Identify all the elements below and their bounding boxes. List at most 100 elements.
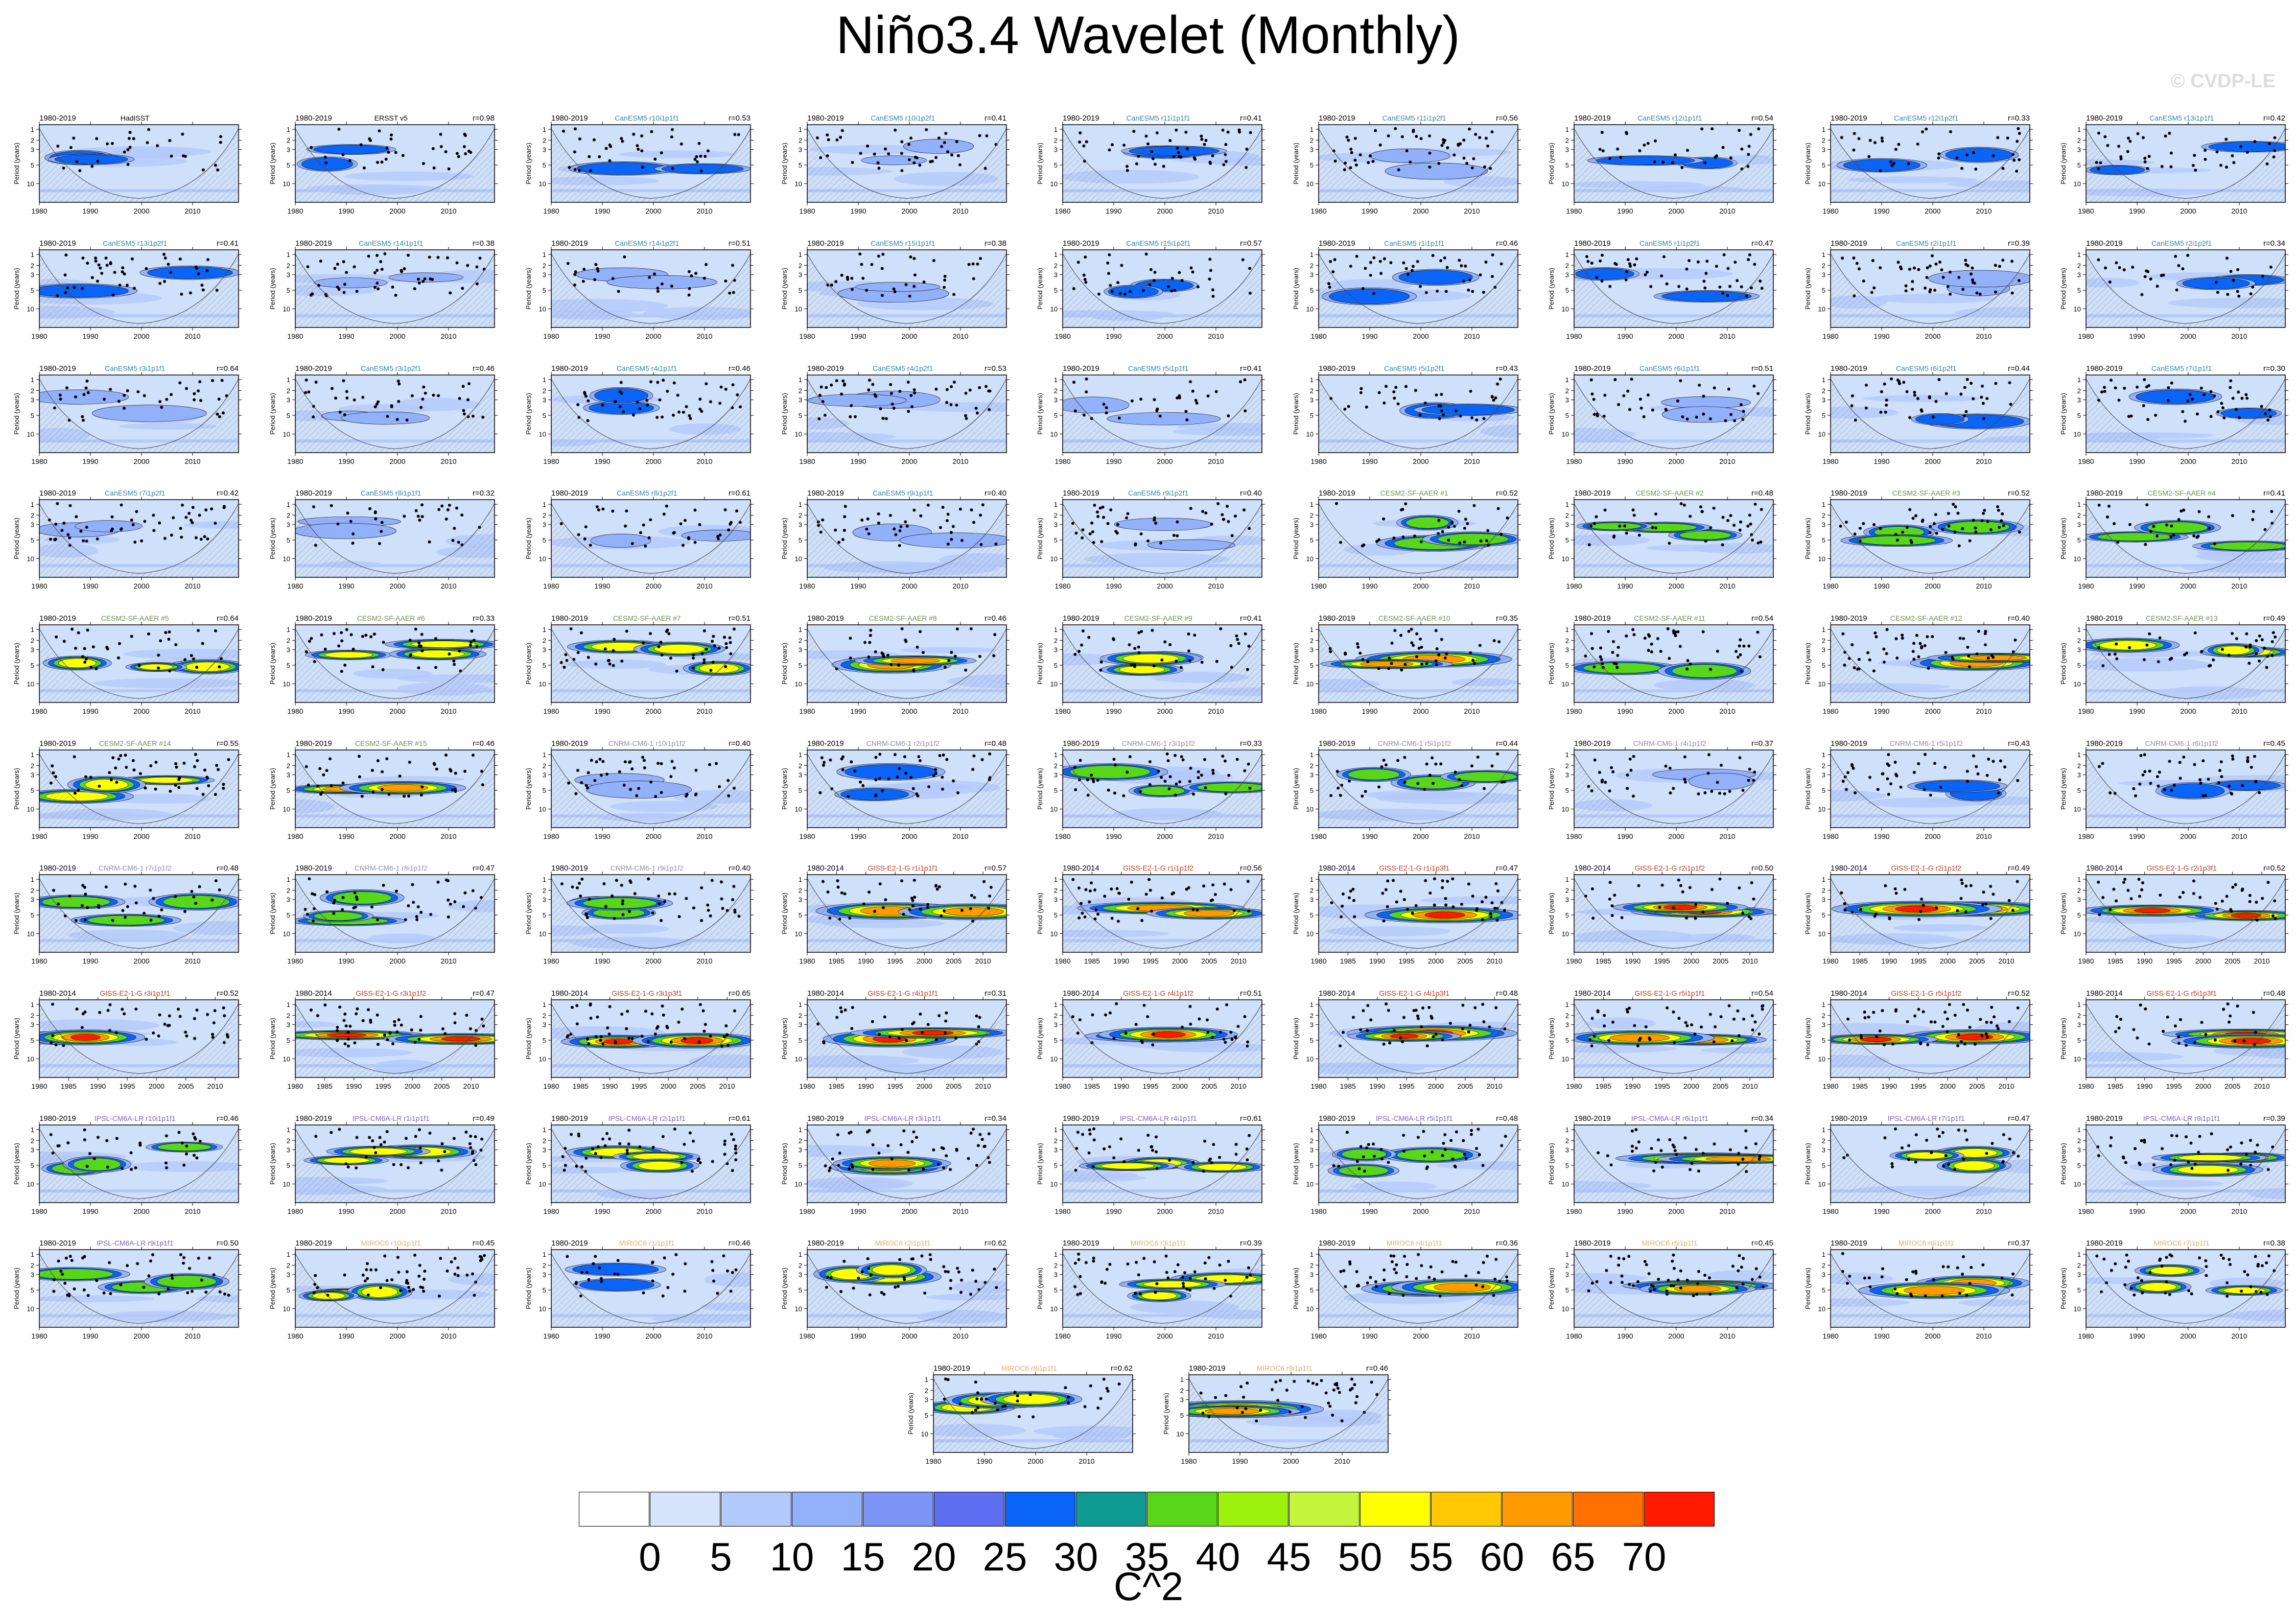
significance-dot bbox=[51, 764, 54, 768]
significance-dot bbox=[1193, 633, 1197, 637]
significance-dot bbox=[1673, 153, 1677, 157]
significance-dot bbox=[904, 638, 907, 642]
significance-dot bbox=[194, 902, 198, 905]
significance-dot bbox=[1227, 773, 1231, 777]
significance-dot bbox=[1377, 785, 1381, 789]
heatmap-layer bbox=[1063, 625, 1262, 702]
cone-of-influence-hatch bbox=[1319, 253, 1518, 327]
x-tick-label: 2010 bbox=[1464, 457, 1480, 465]
significance-dot bbox=[1470, 166, 1474, 170]
heatmap-layer bbox=[1831, 250, 2030, 327]
panel-period: 1980-2019 bbox=[807, 489, 844, 498]
y-tick-label: 1 bbox=[543, 501, 546, 508]
panel-title: CESM2-SF-AAER #6 bbox=[357, 614, 425, 622]
significance-dot bbox=[2209, 415, 2213, 418]
significance-dot bbox=[1868, 776, 1871, 779]
significance-dot bbox=[1639, 406, 1643, 410]
cone-of-influence-hatch bbox=[2086, 379, 2285, 453]
wavelet-panel: 1 2 3 5 10 Period (years) 1980 1990 2000 2010 1980… bbox=[1027, 234, 1267, 343]
y-tick-label: 2 bbox=[1310, 262, 1314, 269]
significance-dot bbox=[201, 792, 205, 796]
x-tick-label: 2010 bbox=[1719, 457, 1735, 465]
y-tick-label: 2 bbox=[1310, 136, 1314, 144]
significance-dot bbox=[111, 293, 115, 297]
heatmap-layer bbox=[1319, 750, 1518, 828]
significance-dot bbox=[736, 393, 739, 396]
y-tick-label: 1 bbox=[1822, 751, 1825, 759]
significance-dot bbox=[390, 405, 393, 408]
power-contour bbox=[1138, 786, 1185, 796]
y-tick-label: 10 bbox=[2074, 306, 2081, 313]
y-tick-label: 2 bbox=[1565, 262, 1569, 269]
significance-dot bbox=[898, 544, 901, 547]
significance-dot bbox=[1457, 509, 1461, 513]
significance-dot bbox=[971, 262, 975, 266]
significance-dot bbox=[1941, 528, 1944, 531]
significance-dot bbox=[323, 155, 327, 159]
significance-dot bbox=[840, 273, 844, 277]
significance-dot bbox=[1589, 378, 1593, 382]
x-tick-label: 1980 bbox=[287, 707, 303, 715]
significance-dot bbox=[900, 169, 904, 172]
significance-dot bbox=[718, 533, 722, 537]
plot-frame bbox=[1062, 124, 1262, 203]
significance-dot bbox=[135, 510, 138, 513]
significance-dot bbox=[2110, 379, 2113, 382]
significance-dot bbox=[1200, 773, 1203, 777]
heatmap-layer bbox=[807, 125, 1006, 202]
significance-dot bbox=[946, 542, 950, 546]
heatmap-layer bbox=[1063, 250, 1262, 327]
significance-dot bbox=[2270, 640, 2274, 644]
x-tick-label: 2010 bbox=[1719, 332, 1735, 340]
significance-dot bbox=[841, 379, 845, 383]
significance-dot bbox=[448, 652, 451, 656]
y-tick-label: 3 bbox=[1565, 271, 1569, 279]
significance-dot bbox=[2122, 268, 2126, 272]
y-axis-label: Period (years) bbox=[525, 643, 532, 685]
significance-dot bbox=[1082, 144, 1086, 148]
significance-dot bbox=[2134, 794, 2138, 797]
significance-dot bbox=[937, 136, 941, 140]
panel-correlation: r=0.56 bbox=[1496, 114, 1518, 123]
significance-dot bbox=[650, 130, 653, 133]
significance-dot bbox=[656, 290, 660, 293]
significance-dot bbox=[1716, 781, 1719, 784]
significance-dot bbox=[1715, 265, 1718, 268]
significance-dot bbox=[1913, 266, 1916, 270]
y-axis-label: Period (years) bbox=[1036, 518, 1044, 559]
significance-dot bbox=[397, 400, 401, 403]
significance-dot bbox=[160, 406, 163, 409]
significance-dot bbox=[2270, 510, 2274, 513]
significance-dot bbox=[918, 759, 922, 762]
panel-correlation: r=0.33 bbox=[473, 614, 495, 623]
significance-dot bbox=[1662, 255, 1666, 259]
significance-dot bbox=[2225, 166, 2229, 169]
significance-dot bbox=[2235, 637, 2238, 640]
significance-dot bbox=[1153, 271, 1157, 274]
significance-dot bbox=[866, 144, 870, 148]
significance-dot bbox=[709, 400, 712, 404]
significance-dot bbox=[1361, 287, 1365, 290]
significance-dot bbox=[180, 535, 183, 539]
significance-dot bbox=[1887, 792, 1890, 796]
significance-dot bbox=[692, 666, 695, 670]
significance-dot bbox=[945, 401, 949, 404]
significance-dot bbox=[377, 400, 380, 404]
significance-dot bbox=[822, 763, 825, 767]
wavelet-panel: 1 2 3 5 10 Period (years) 1980 1990 2000 2010 1980… bbox=[1538, 484, 1778, 593]
significance-dot bbox=[1112, 758, 1116, 761]
y-tick-label: 2 bbox=[287, 387, 290, 394]
significance-dot bbox=[54, 775, 58, 779]
y-tick-label: 5 bbox=[1565, 662, 1569, 669]
significance-dot bbox=[1460, 784, 1464, 787]
significance-dot bbox=[168, 669, 172, 673]
y-tick-label: 3 bbox=[1822, 646, 1825, 654]
significance-dot bbox=[1095, 510, 1099, 514]
significance-dot bbox=[195, 787, 199, 790]
